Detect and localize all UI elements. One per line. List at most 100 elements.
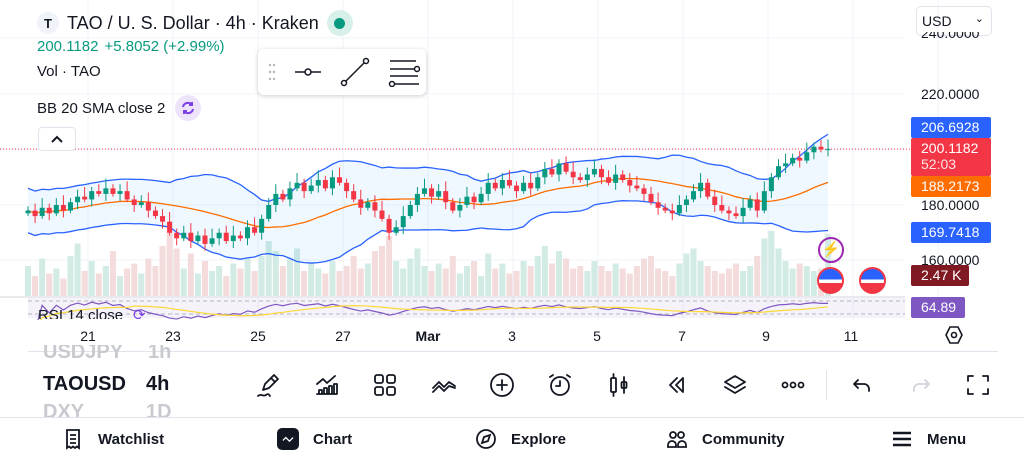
more-button[interactable] [778, 370, 808, 400]
price-readout: 200.1182 +5.8052 (+2.99%) [37, 38, 225, 55]
candle-body [443, 191, 449, 203]
candle-body [733, 213, 739, 217]
volume-bar [265, 241, 272, 296]
nav-chart[interactable]: Chart [277, 424, 352, 454]
add-button[interactable] [487, 370, 517, 400]
nav-explore[interactable]: Explore [475, 424, 566, 454]
nav-watchlist[interactable]: Watchlist [62, 424, 164, 454]
symbol-prev[interactable]: USDJPY [43, 345, 124, 363]
hamburger-icon [893, 431, 911, 447]
grid-icon [374, 374, 396, 396]
candle-body [627, 180, 633, 186]
volume-bar [301, 271, 308, 296]
candle-body [797, 157, 803, 161]
divider [826, 370, 827, 400]
candle-body [358, 199, 364, 208]
candle-body [521, 182, 527, 192]
candle-body [60, 205, 66, 211]
volume-bar [492, 268, 499, 296]
candle-body [549, 168, 555, 175]
volume-bar [95, 273, 102, 296]
candle-body [393, 227, 399, 233]
volume-bar [825, 234, 832, 296]
symbol-title: TAO / U. S. Dollar · 4h · Kraken [67, 12, 319, 33]
drag-handle-icon[interactable] [268, 62, 276, 82]
candle-body [535, 177, 541, 189]
symbol-current[interactable]: TAOUSD [43, 373, 126, 395]
bb-lower-line [27, 200, 829, 264]
nav-community[interactable]: Community [666, 424, 785, 454]
volume-bar [74, 243, 81, 296]
candle-body [775, 166, 781, 178]
templates-button[interactable] [370, 370, 400, 400]
more-icon [781, 381, 805, 389]
candle-body [429, 188, 435, 197]
nav-menu[interactable]: Menu [891, 424, 966, 454]
volume-legend[interactable]: Vol · TAO [37, 63, 101, 80]
us-flag-event-icon[interactable] [817, 267, 844, 294]
candle-body [216, 232, 222, 239]
candle-body [117, 191, 123, 194]
last-price-value: 200.1182 [921, 140, 979, 156]
currency-select[interactable]: USD ⌄ [916, 6, 992, 36]
volume-bar [308, 263, 315, 296]
volume-bar [725, 268, 732, 296]
candle-body [46, 207, 52, 214]
candle-body [315, 180, 321, 186]
refresh-icon[interactable] [175, 95, 202, 121]
volume-bar [704, 266, 711, 296]
collapse-legend-button[interactable] [38, 127, 76, 151]
volume-bar [463, 266, 470, 296]
fib-retracement-icon[interactable] [388, 57, 420, 87]
refresh-icon[interactable]: ⟳ [133, 307, 146, 319]
candle-body [174, 232, 180, 239]
interval-current[interactable]: 4h [146, 373, 170, 395]
rsi-tag: 64.89 [911, 297, 965, 318]
candle-body [514, 185, 520, 192]
fullscreen-button[interactable] [963, 370, 993, 400]
draw-button[interactable] [253, 370, 283, 400]
symbol-header[interactable]: T TAO / U. S. Dollar · 4h · Kraken [37, 10, 353, 36]
compare-button[interactable] [429, 370, 459, 400]
bb-lower-tag: 169.7418 [911, 222, 991, 243]
candle-body [542, 168, 548, 178]
volume-bar [286, 258, 293, 296]
lightning-event-icon[interactable]: ⚡ [818, 237, 844, 263]
horizontal-line-icon[interactable] [294, 62, 322, 82]
undo-button[interactable] [847, 370, 877, 400]
volume-bar [499, 263, 506, 296]
candle-body [337, 177, 343, 183]
price-chart[interactable] [0, 0, 1024, 320]
volume-bar [315, 268, 322, 296]
symbol-picker[interactable]: USDJPY 1h TAOUSD 4h DXY 1D [43, 345, 183, 417]
volume-bar [612, 263, 619, 296]
nav-label: Watchlist [98, 430, 165, 448]
bb-legend[interactable]: BB 20 SMA close 2 [37, 95, 202, 121]
time-tick: 25 [250, 328, 266, 344]
interval-prev[interactable]: 1h [148, 345, 172, 363]
chart-settings-icon[interactable] [944, 325, 964, 350]
rsi-legend[interactable]: RSI 14 close ⟳ [38, 307, 146, 319]
volume-bar [598, 266, 605, 296]
volume-bar [393, 261, 400, 296]
indicators-button[interactable] [312, 370, 342, 400]
redo-button[interactable] [906, 370, 936, 400]
us-flag-event-icon[interactable] [859, 267, 886, 294]
volume-bar [53, 268, 60, 296]
candle-body [790, 157, 796, 164]
candle-body [641, 188, 647, 194]
replay-button[interactable] [662, 370, 692, 400]
candle-body [584, 174, 590, 181]
candle-body [591, 168, 597, 175]
volume-bar [173, 248, 180, 296]
candle-body [598, 168, 604, 178]
bb-label: BB 20 SMA close 2 [37, 99, 166, 117]
candle-body [181, 232, 187, 239]
layers-button[interactable] [720, 370, 750, 400]
symbol-next[interactable]: DXY [43, 401, 85, 417]
trend-line-icon[interactable] [340, 57, 370, 87]
volume-bar [683, 253, 690, 296]
interval-next[interactable]: 1D [146, 401, 172, 417]
bar-style-button[interactable] [604, 370, 634, 400]
alert-button[interactable] [545, 370, 575, 400]
